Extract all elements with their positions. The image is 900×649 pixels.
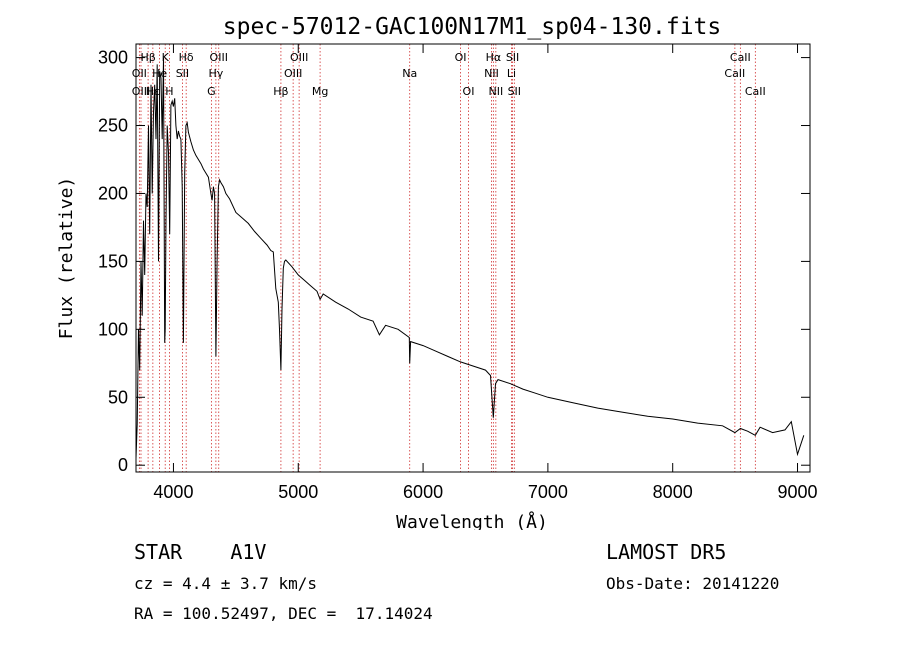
line-label: G <box>207 85 216 98</box>
spectrum-line <box>135 57 805 459</box>
x-tick-label: 9000 <box>777 482 817 502</box>
line-label: Hγ <box>208 67 223 80</box>
x-tick-label: 8000 <box>653 482 693 502</box>
line-label: OI <box>463 85 475 98</box>
line-label: Hδ <box>179 51 194 64</box>
line-label: CaII <box>745 85 766 98</box>
line-label: Li <box>507 67 516 80</box>
y-tick-label: 150 <box>98 251 128 271</box>
y-tick-label: 0 <box>118 455 128 475</box>
plot-frame <box>135 43 811 473</box>
chart-title: spec-57012-GAC100N17M1_sp04-130.fits <box>223 14 722 40</box>
y-tick-label: 200 <box>98 183 128 203</box>
line-label: CaII <box>730 51 751 64</box>
line-label: OII <box>132 67 147 80</box>
line-label: NII <box>488 85 503 98</box>
y-tick-label: 250 <box>98 116 128 136</box>
x-tick-label: 5000 <box>278 482 318 502</box>
y-axis-label: Flux (relative) <box>56 177 77 340</box>
x-axis-label: Wavelength (Å) <box>396 511 548 530</box>
line-label: CaII <box>724 67 745 80</box>
line-label: OIII <box>210 51 228 64</box>
y-tick-label: 50 <box>108 387 128 407</box>
x-tick-label: 6000 <box>403 482 443 502</box>
line-label: SII <box>176 67 189 80</box>
line-label: Hβ <box>140 51 155 64</box>
survey-name: LAMOST DR5 <box>606 540 727 564</box>
x-tick-label: 4000 <box>153 482 193 502</box>
line-label: Hβ <box>273 85 288 98</box>
y-tick-label: 300 <box>98 48 128 68</box>
line-label: OIII <box>290 51 308 64</box>
line-label: Na <box>402 67 417 80</box>
emission-line-markers <box>138 44 756 472</box>
y-axis: 0 50 100 150 200 250 300 <box>98 48 810 475</box>
x-axis: 4000 5000 6000 7000 8000 9000 <box>153 44 818 502</box>
spectrum-chart: spec-57012-GAC100N17M1_sp04-130.fits Hβ K… <box>56 14 818 530</box>
object-classification: STAR A1V <box>134 540 267 564</box>
line-label: OI <box>455 51 467 64</box>
coordinates: RA = 100.52497, DEC = 17.14024 <box>134 604 433 623</box>
line-label: Mg <box>312 85 328 98</box>
y-tick-label: 100 <box>98 319 128 339</box>
line-label: SII <box>508 85 521 98</box>
redshift-velocity: cz = 4.4 ± 3.7 km/s <box>134 574 318 593</box>
line-label: Hα <box>486 51 502 64</box>
line-label: SII <box>506 51 519 64</box>
line-label: K <box>162 51 170 64</box>
line-label: NII <box>484 67 499 80</box>
line-label: OIII <box>284 67 302 80</box>
observation-date: Obs-Date: 20141220 <box>606 574 780 593</box>
line-label: H <box>165 85 173 98</box>
x-tick-label: 7000 <box>528 482 568 502</box>
